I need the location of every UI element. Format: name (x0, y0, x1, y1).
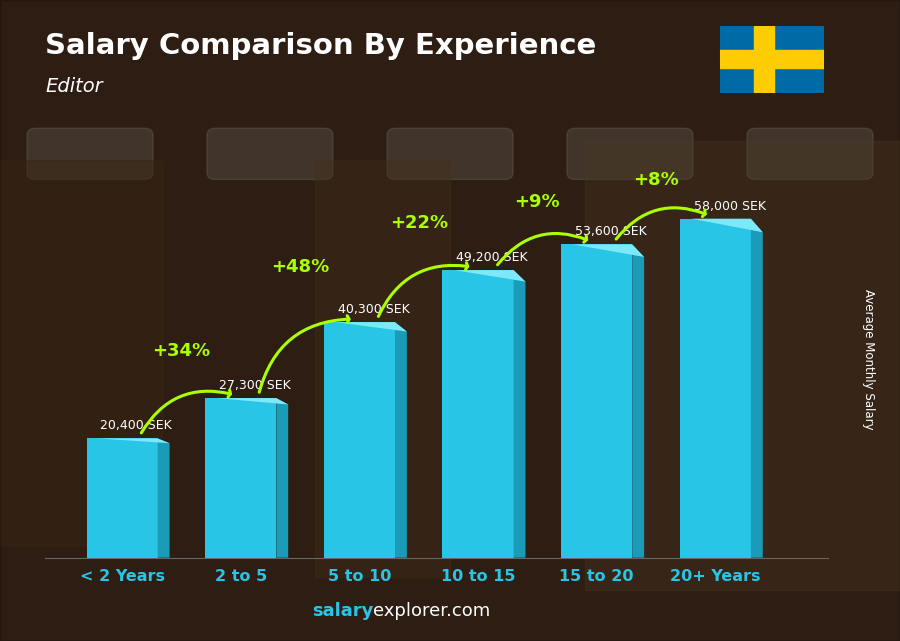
Polygon shape (443, 270, 526, 281)
FancyBboxPatch shape (747, 128, 873, 179)
Bar (0, 160, 162, 545)
Polygon shape (324, 322, 407, 331)
Polygon shape (276, 398, 288, 558)
FancyBboxPatch shape (567, 128, 693, 179)
Polygon shape (561, 244, 644, 257)
FancyBboxPatch shape (387, 128, 513, 179)
Polygon shape (632, 244, 644, 558)
Text: Salary Comparison By Experience: Salary Comparison By Experience (45, 32, 596, 60)
Bar (561, 244, 632, 558)
Text: 27,300 SEK: 27,300 SEK (219, 379, 291, 392)
Bar (680, 219, 751, 558)
Polygon shape (395, 322, 407, 558)
Text: +9%: +9% (515, 193, 560, 211)
Polygon shape (158, 438, 169, 558)
Polygon shape (514, 270, 526, 558)
Bar (205, 398, 276, 558)
Text: Average Monthly Salary: Average Monthly Salary (862, 288, 875, 429)
Bar (86, 438, 158, 558)
Text: 53,600 SEK: 53,600 SEK (575, 226, 647, 238)
Bar (753, 26, 774, 93)
Text: +8%: +8% (633, 171, 679, 189)
Bar (585, 141, 900, 590)
Bar (315, 160, 450, 577)
Bar (443, 270, 514, 558)
Polygon shape (680, 219, 762, 232)
FancyBboxPatch shape (207, 128, 333, 179)
Text: Editor: Editor (45, 77, 103, 96)
Text: 20,400 SEK: 20,400 SEK (101, 419, 172, 433)
Polygon shape (205, 398, 288, 404)
Text: +22%: +22% (390, 214, 448, 233)
Polygon shape (751, 219, 762, 558)
Text: +48%: +48% (271, 258, 329, 276)
Text: 40,300 SEK: 40,300 SEK (338, 303, 410, 316)
Bar (324, 322, 395, 558)
Text: salary: salary (312, 603, 373, 620)
FancyBboxPatch shape (27, 128, 153, 179)
Text: 49,200 SEK: 49,200 SEK (456, 251, 528, 264)
Text: 58,000 SEK: 58,000 SEK (694, 200, 766, 213)
Text: +34%: +34% (152, 342, 211, 360)
Polygon shape (86, 438, 169, 443)
Text: explorer.com: explorer.com (374, 603, 491, 620)
Bar (720, 51, 824, 69)
